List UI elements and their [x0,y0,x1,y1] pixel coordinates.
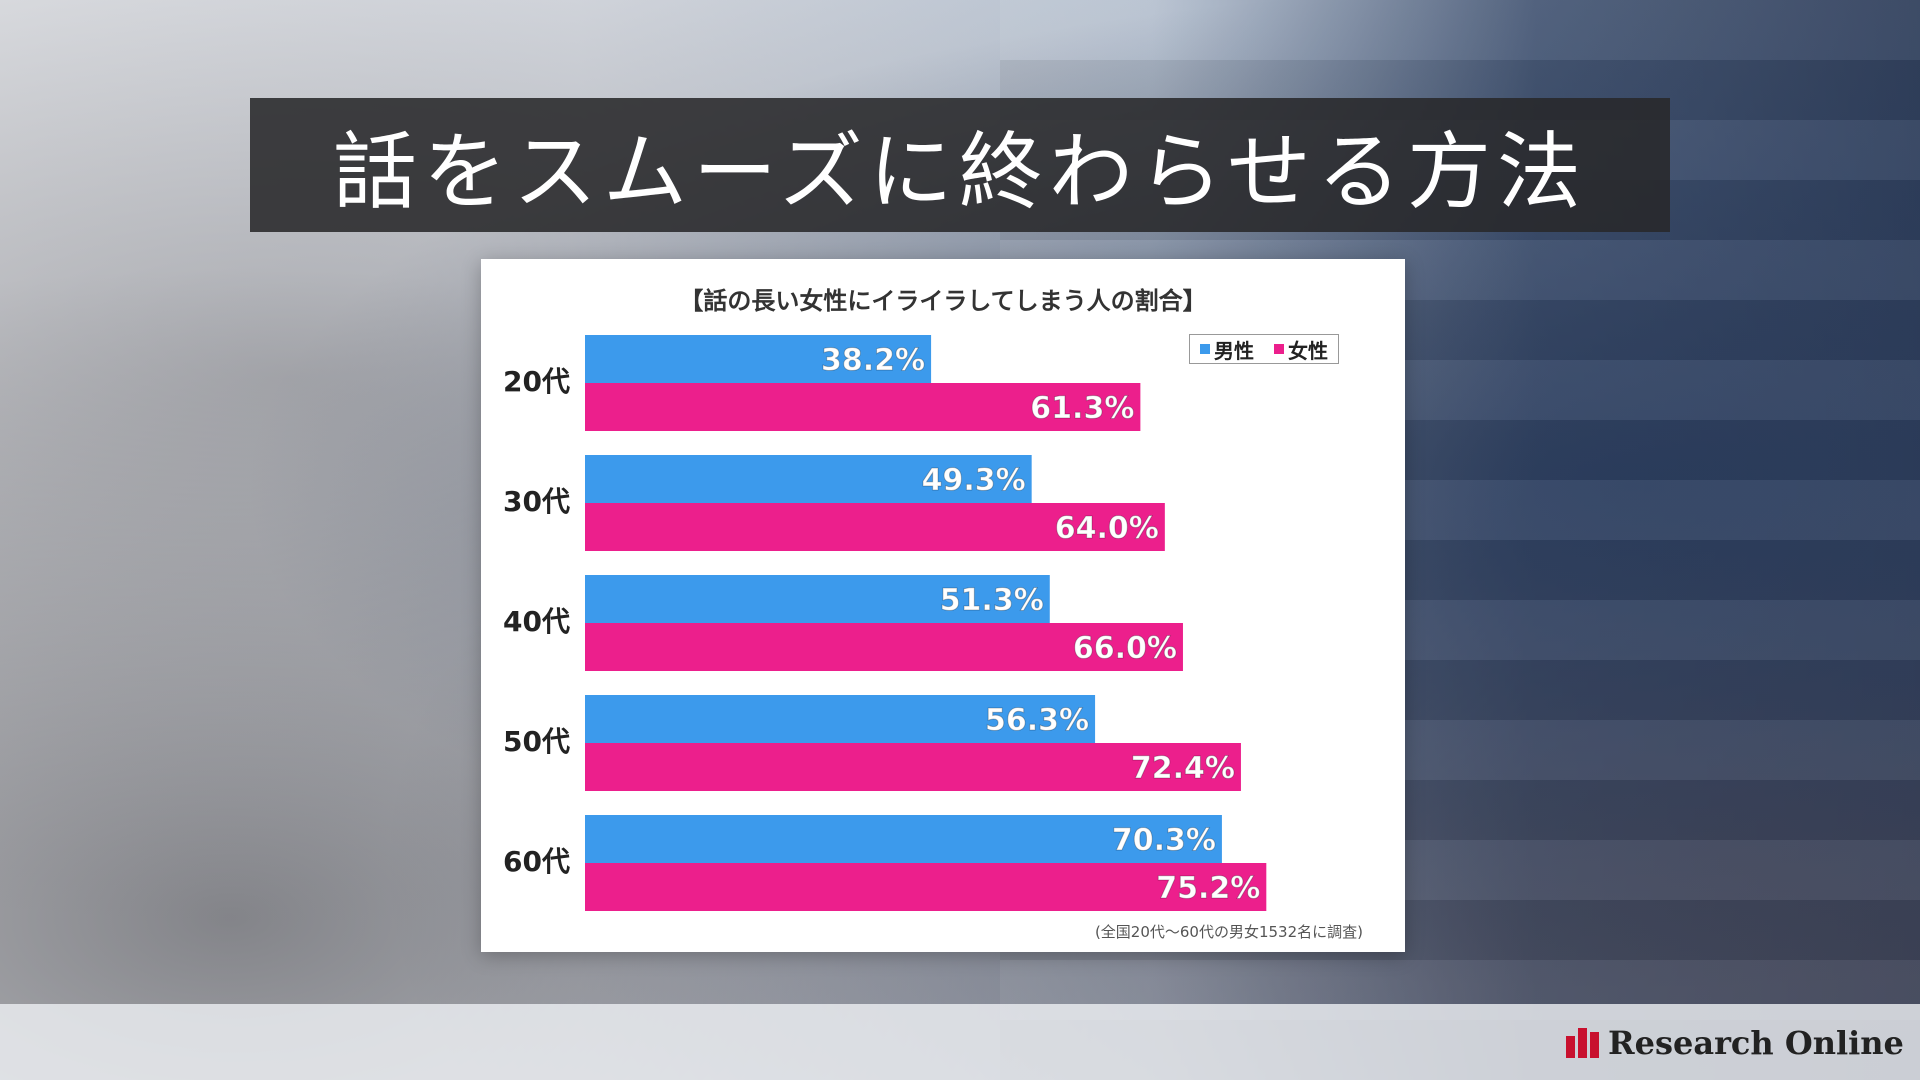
data-label: 64.0% [1055,511,1159,546]
survey-note: (全国20代～60代の男女1532名に調査) [1094,923,1363,941]
data-label: 66.0% [1073,631,1177,666]
category-label: 40代 [503,605,570,638]
title-bar: 話をスムーズに終わらせる方法 [250,98,1670,232]
chart-card: 【話の長い女性にイライラしてしまう人の割合】 20代 38.2% 61.3% 30代 4… [481,259,1405,952]
legend-item-female: 女性 [1274,335,1328,364]
bar-male [585,815,1222,863]
data-label: 51.3% [940,583,1044,618]
data-label: 56.3% [985,703,1089,738]
category-label: 20代 [503,365,570,398]
data-label: 72.4% [1131,751,1235,786]
legend-item-male: 男性 [1200,335,1254,364]
logo-mark-icon [1566,1028,1600,1058]
page-title: 話をスムーズに終わらせる方法 [332,122,1588,221]
bar-male [585,455,1032,503]
data-label: 61.3% [1030,391,1134,426]
bottom-band [0,1004,1920,1080]
data-label: 75.2% [1156,871,1260,906]
category-label: 60代 [503,845,570,878]
brand-name: Research Online [1608,1024,1904,1062]
category-label: 50代 [503,725,570,758]
bar-female [585,623,1183,671]
legend-swatch-male [1200,344,1210,354]
bar-female [585,743,1241,791]
data-label: 49.3% [922,463,1026,498]
legend-swatch-female [1274,344,1284,354]
bar-male [585,695,1096,743]
bar-chart: 20代 38.2% 61.3% 30代 49.3% 64.0% 40代 51.3% 66.0% 5… [503,335,1267,911]
bar-male [585,335,932,383]
bar-male [585,575,1050,623]
category-label: 30代 [503,485,570,518]
legend-label-female: 女性 [1288,338,1328,363]
bar-female [585,503,1165,551]
legend-label-male: 男性 [1214,338,1254,363]
data-label: 70.3% [1112,823,1216,858]
chart-title: 【話の長い女性にイライラしてしまう人の割合】 [679,287,1207,315]
bar-female [585,863,1267,911]
chart-legend: 男性 女性 [1189,334,1339,364]
data-label: 38.2% [821,343,925,378]
brand-logo: Research Online [1566,1024,1904,1062]
bar-female [585,383,1141,431]
